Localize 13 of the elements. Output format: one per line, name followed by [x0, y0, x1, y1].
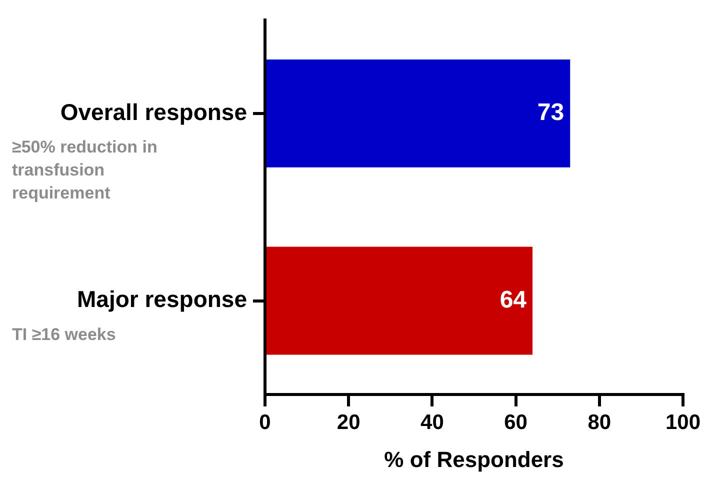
x-tick-label: 60 — [504, 410, 528, 434]
x-axis-title: % of Responders — [384, 446, 564, 472]
x-tick-label: 80 — [588, 410, 612, 434]
text: TI ≥16 weeks — [12, 324, 116, 344]
y-tick-label: Major response — [77, 286, 247, 312]
y-tick-label: Overall response — [60, 98, 247, 125]
x-tick-label: 0 — [259, 410, 271, 434]
data-label: 73 — [537, 99, 564, 126]
x-tick-label: 20 — [336, 410, 360, 434]
x-tick-label: 40 — [420, 410, 444, 434]
x-tick-label: 100 — [665, 410, 701, 434]
text: ≥50% reduction in transfusion requirement — [12, 138, 158, 203]
data-label: 64 — [500, 286, 528, 314]
